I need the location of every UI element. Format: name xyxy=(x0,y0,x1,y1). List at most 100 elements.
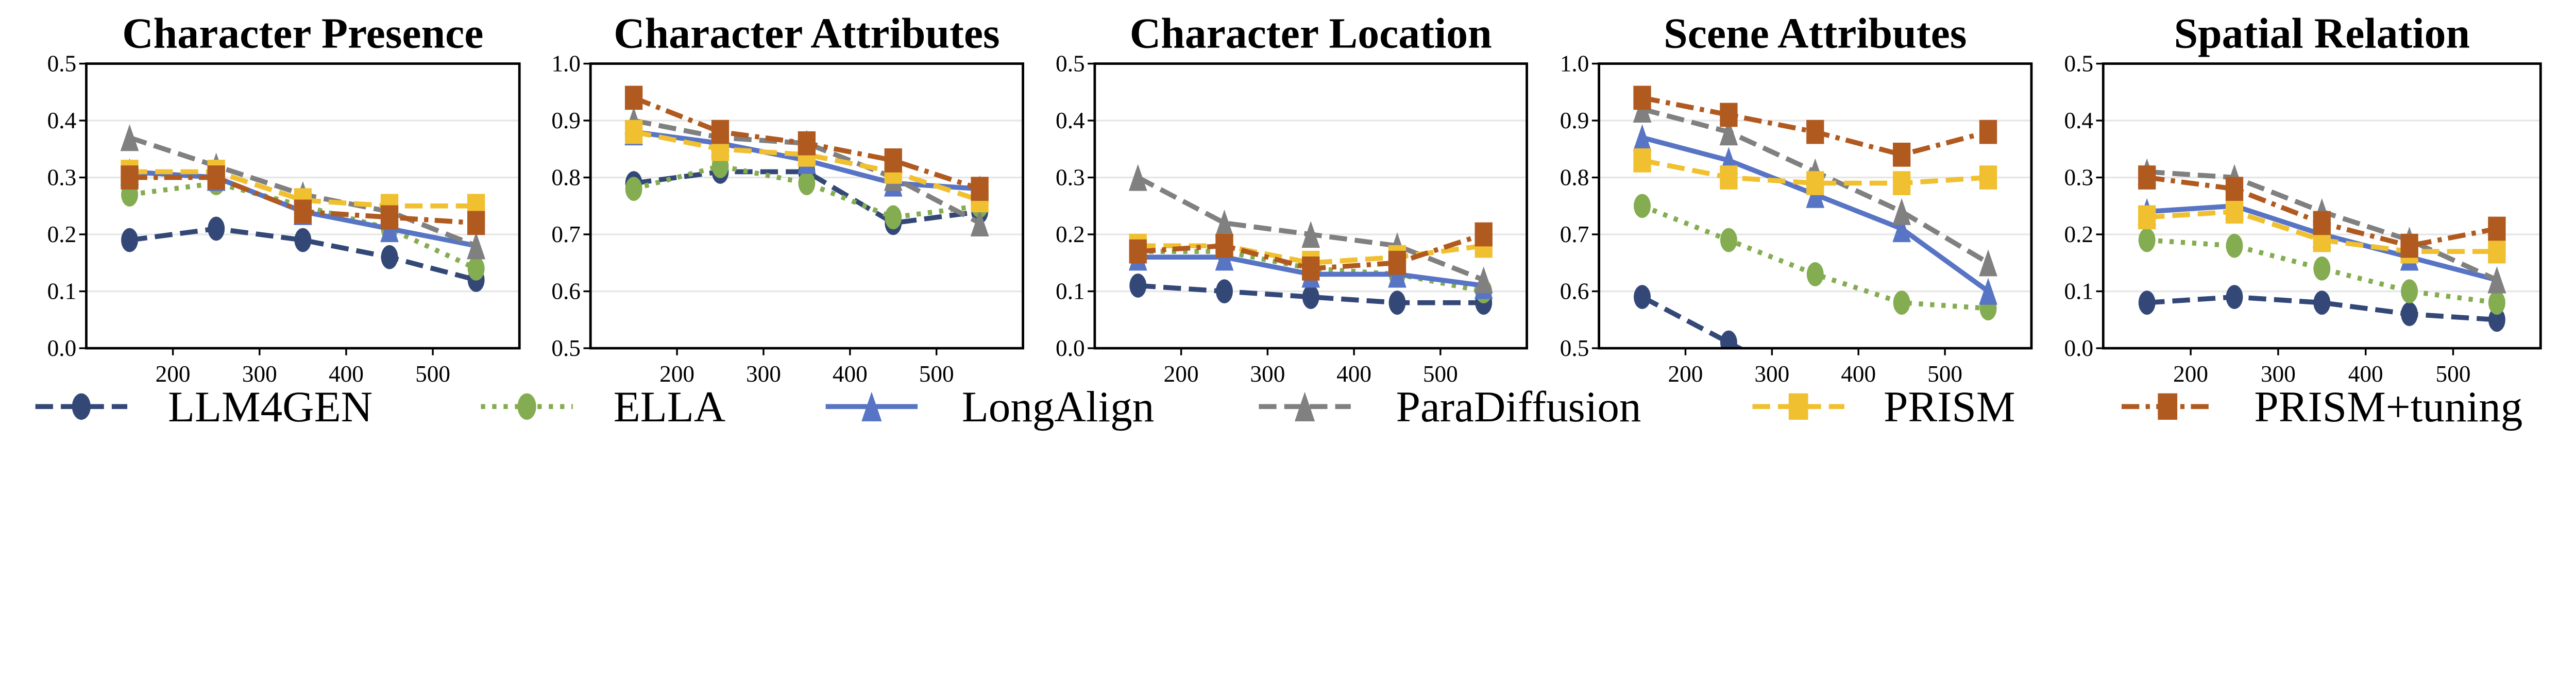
data-point-llm4gen xyxy=(2226,285,2243,309)
data-point-prism-plus-tuning xyxy=(798,131,816,156)
series-line-paradiffusion xyxy=(633,118,981,226)
data-point-prism-plus-tuning xyxy=(1475,222,1493,247)
data-point-paradiffusion xyxy=(2487,266,2506,294)
legend-label: LLM4GEN xyxy=(168,383,372,431)
data-point-prism-plus-tuning xyxy=(1215,233,1233,258)
x-tick-label: 400 xyxy=(1841,361,1876,387)
series-line-llm4gen xyxy=(2146,294,2497,322)
data-point-llm4gen xyxy=(1129,274,1147,298)
x-tick-label: 400 xyxy=(833,361,868,387)
x-tick-label: 400 xyxy=(1336,361,1371,387)
series-line-prism xyxy=(1641,158,1989,186)
y-tick-label: 0.9 xyxy=(1560,108,1589,133)
data-point-prism-plus-tuning xyxy=(1720,103,1738,127)
data-point-prism xyxy=(2225,199,2244,224)
data-point-prism-plus-tuning xyxy=(121,165,139,190)
data-point-prism-plus-tuning xyxy=(2400,233,2418,258)
data-point-prism-plus-tuning xyxy=(711,119,730,144)
series-line-ella xyxy=(1641,203,1989,311)
data-point-paradiffusion xyxy=(1301,220,1320,248)
series-line-llm4gen xyxy=(129,226,477,283)
y-tick-label: 0.2 xyxy=(1056,221,1085,247)
x-tick-label: 200 xyxy=(659,361,694,387)
y-tick-label: 0.8 xyxy=(1560,165,1589,191)
y-tick-label: 0.5 xyxy=(1560,335,1589,361)
data-point-ella xyxy=(2313,257,2331,281)
data-point-prism xyxy=(1806,171,1824,195)
data-point-longalign xyxy=(1633,124,1652,151)
y-tick-label: 0.6 xyxy=(551,279,581,304)
data-point-prism xyxy=(2488,239,2506,264)
y-tick-label: 0.7 xyxy=(1560,221,1589,247)
x-tick-label: 400 xyxy=(2348,361,2383,387)
data-point-ella xyxy=(1634,194,1651,218)
legend-label: PRISM xyxy=(1884,383,2015,431)
data-point-ella xyxy=(625,177,642,201)
x-tick-label: 500 xyxy=(1927,361,1962,387)
x-tick-label: 200 xyxy=(1668,361,1703,387)
legend-marker xyxy=(1788,393,1808,420)
panel-character-location: Character Location 0.0 0.1 0.2 0.3 0.4 0.5 200 3… xyxy=(1056,10,1528,387)
data-point-llm4gen xyxy=(1216,279,1233,303)
plot-frame xyxy=(85,62,521,350)
series-group xyxy=(2138,158,2506,332)
y-tick-label: 0.1 xyxy=(47,279,77,304)
x-tick-label: 400 xyxy=(329,361,364,387)
data-point-prism-plus-tuning xyxy=(1129,239,1147,264)
data-point-prism-plus-tuning xyxy=(1893,143,1911,167)
data-point-llm4gen xyxy=(1634,285,1651,309)
legend-item-prism: PRISM xyxy=(1752,383,2015,431)
series-line-prism xyxy=(633,129,981,203)
data-point-prism-plus-tuning xyxy=(1388,250,1406,275)
x-tick-label: 500 xyxy=(2436,361,2471,387)
data-point-ella xyxy=(1893,291,1910,315)
data-point-prism-plus-tuning xyxy=(2313,211,2331,235)
data-point-ella xyxy=(2488,291,2505,315)
series-group xyxy=(120,124,485,292)
legend-marker xyxy=(517,393,536,420)
y-tick-label: 0.8 xyxy=(551,165,581,191)
legend-label: ParaDiffusion xyxy=(1396,383,1641,431)
data-point-prism-plus-tuning xyxy=(1979,119,1997,144)
series-line-ella xyxy=(1138,249,1484,294)
data-point-llm4gen xyxy=(2313,291,2331,315)
panel-title: Character Attributes xyxy=(614,10,999,58)
legend-label: ELLA xyxy=(614,383,725,431)
plot-frame xyxy=(2102,62,2542,350)
legend-marker xyxy=(2158,393,2178,420)
data-point-prism xyxy=(1633,148,1651,173)
series-line-ella xyxy=(633,163,980,220)
series-group xyxy=(1633,86,1997,349)
data-point-llm4gen xyxy=(1720,330,1737,349)
y-tick-label: 0.0 xyxy=(1056,335,1085,361)
x-tick-label: 300 xyxy=(746,361,781,387)
y-tick-label: 0.4 xyxy=(1056,108,1085,133)
y-tick-label: 0.4 xyxy=(2064,108,2093,133)
y-tick-label: 0.2 xyxy=(2064,221,2093,247)
y-tick-label: 1.0 xyxy=(1560,51,1589,77)
legend-marker xyxy=(1294,391,1315,421)
data-point-llm4gen xyxy=(294,228,312,252)
legend-marker xyxy=(861,391,882,421)
x-tick-label: 200 xyxy=(1164,361,1199,387)
y-tick-label: 0.5 xyxy=(47,51,77,77)
legend-item-ella: ELLA xyxy=(481,383,725,431)
data-point-paradiffusion xyxy=(1719,118,1738,146)
data-point-ella xyxy=(1720,228,1737,252)
y-tick-label: 0.5 xyxy=(551,335,581,361)
data-point-prism xyxy=(1893,171,1911,195)
legend: LLM4GEN ELLA LongAlign ParaDiffusion PRISM PR… xyxy=(35,383,2522,431)
y-tick-label: 0.0 xyxy=(47,335,77,361)
y-tick-label: 1.0 xyxy=(551,51,581,77)
legend-item-longalign: LongAlign xyxy=(825,383,1154,431)
data-point-llm4gen xyxy=(2401,302,2418,327)
series-line-llm4gen xyxy=(1138,283,1484,305)
data-point-paradiffusion xyxy=(1474,266,1493,294)
data-point-llm4gen xyxy=(208,216,225,241)
y-tick-label: 0.5 xyxy=(1056,51,1085,77)
data-point-prism-plus-tuning xyxy=(207,165,225,190)
data-point-prism-plus-tuning xyxy=(624,86,643,110)
series-line-prism xyxy=(129,169,477,209)
data-point-llm4gen xyxy=(2488,308,2505,332)
plot-frame xyxy=(1598,62,2033,350)
